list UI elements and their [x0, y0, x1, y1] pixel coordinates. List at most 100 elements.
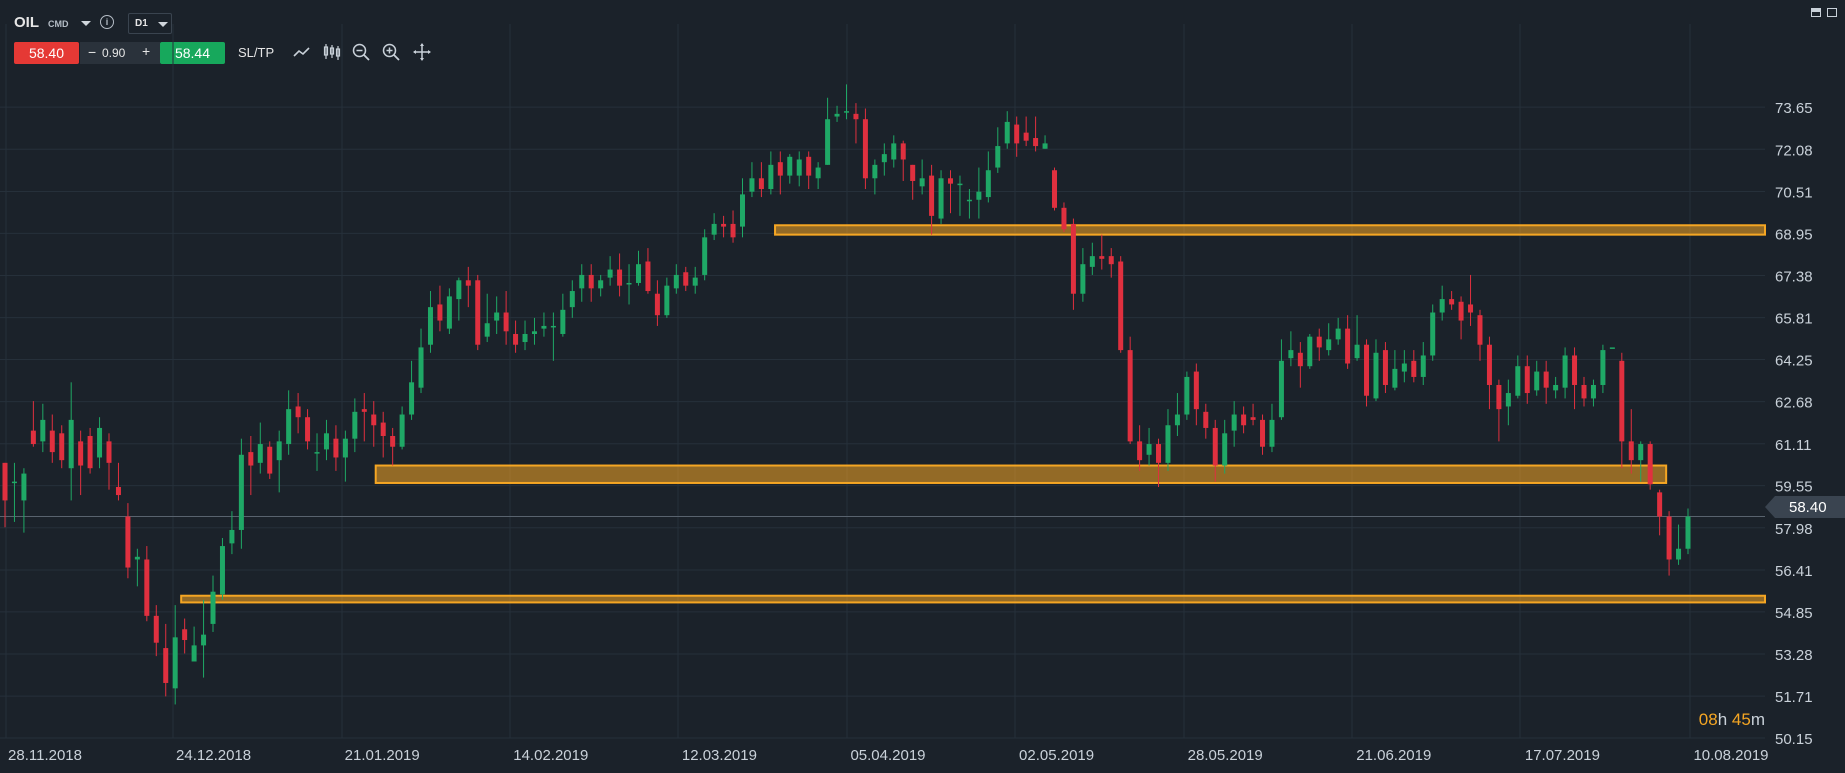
price-tick-label: 61.11 — [1775, 437, 1811, 454]
candle-body — [919, 178, 925, 187]
candle — [409, 360, 415, 420]
sltp-button[interactable]: SL/TP — [238, 45, 275, 60]
candle-body — [494, 312, 500, 321]
candle-body — [418, 347, 424, 388]
current-price-label: 58.40 — [1789, 499, 1827, 516]
date-tick-label: 28.05.2019 — [1188, 747, 1263, 764]
candle — [494, 296, 500, 334]
candle — [1609, 347, 1615, 349]
candle-body — [683, 272, 689, 286]
candle-body — [68, 419, 74, 469]
candle — [134, 548, 140, 587]
candle-body — [484, 323, 490, 337]
timer-m-unit: m — [1750, 710, 1765, 729]
candle — [1685, 508, 1691, 555]
candle — [30, 401, 36, 447]
buy-button[interactable]: 58.44 — [160, 42, 225, 64]
candle-body — [1335, 328, 1341, 340]
candle-body — [1373, 352, 1379, 399]
candle-body — [286, 409, 292, 445]
instrument-symbol[interactable]: OIL — [14, 14, 39, 31]
candle-body — [1070, 223, 1076, 294]
maximize-icon[interactable] — [1827, 8, 1837, 17]
candle-body — [115, 487, 121, 496]
candle-body — [210, 591, 216, 624]
candle — [531, 317, 537, 345]
candle — [1486, 336, 1492, 410]
candle-body — [692, 277, 698, 286]
candle-body — [1543, 371, 1549, 388]
candle-body — [1619, 360, 1625, 442]
candle-body — [1118, 261, 1124, 351]
candle-body — [1146, 444, 1152, 455]
candles-icon[interactable] — [322, 42, 342, 62]
candle-body — [1600, 350, 1606, 385]
candle — [1562, 347, 1568, 399]
candle — [1080, 248, 1086, 302]
candle — [1193, 363, 1199, 426]
candle-body — [1061, 207, 1067, 230]
candle — [1146, 427, 1152, 466]
candle — [1023, 116, 1029, 147]
candle — [919, 159, 925, 195]
candle-body — [229, 529, 235, 544]
decrease-button[interactable]: − — [88, 44, 97, 60]
candle — [683, 266, 689, 292]
candle — [1676, 524, 1682, 565]
candle-body — [314, 452, 320, 454]
line-chart-icon[interactable] — [292, 42, 312, 62]
candle — [2, 462, 8, 528]
candle — [97, 417, 103, 469]
price-zone — [374, 464, 1668, 484]
date-tick-label: 28.11.2018 — [8, 747, 82, 764]
candle — [78, 430, 84, 496]
candle — [995, 127, 1001, 173]
candles — [2, 84, 1691, 705]
zoom-in-icon[interactable] — [381, 42, 401, 62]
candle — [1070, 218, 1076, 310]
candle-body — [1241, 414, 1247, 426]
candle — [834, 105, 840, 122]
crosshair-icon[interactable] — [412, 42, 432, 62]
candle — [1269, 403, 1275, 453]
candle-body — [1439, 299, 1445, 313]
candle — [588, 264, 594, 302]
candle-body — [1089, 256, 1095, 267]
candle — [1212, 419, 1218, 482]
candle-body — [144, 559, 150, 616]
zoom-out-icon[interactable] — [351, 42, 371, 62]
candle — [1364, 339, 1370, 407]
info-icon[interactable]: i — [100, 15, 114, 29]
candle-body — [11, 481, 17, 484]
candle-body — [1222, 433, 1228, 466]
candle — [276, 430, 282, 493]
candle — [929, 164, 935, 235]
candle — [985, 151, 991, 203]
candle — [1373, 339, 1379, 402]
increase-button[interactable]: + — [142, 43, 151, 59]
candle-body — [1515, 366, 1521, 396]
price-tick-label: 72.08 — [1775, 142, 1813, 159]
candle — [342, 430, 348, 482]
candle-body — [721, 223, 727, 227]
candle-body — [201, 634, 207, 646]
candle — [115, 462, 121, 501]
candle — [248, 435, 254, 496]
timeframe-select[interactable]: D1 — [128, 13, 172, 34]
date-tick-label: 21.06.2019 — [1356, 747, 1431, 764]
candle-body — [1269, 419, 1275, 447]
sell-button[interactable]: 58.40 — [14, 42, 79, 64]
candle-body — [513, 333, 519, 345]
instrument-dropdown-icon[interactable] — [81, 21, 91, 26]
candle-body — [1099, 256, 1105, 259]
candle-body — [257, 444, 263, 463]
candle — [1316, 328, 1322, 361]
price-tick-label: 59.55 — [1775, 479, 1813, 496]
candle-body — [1411, 360, 1417, 377]
minimize-icon[interactable] — [1811, 8, 1821, 17]
candle — [645, 248, 651, 294]
candle-body — [1004, 121, 1010, 144]
candle-body — [825, 119, 831, 165]
candle-body — [1496, 384, 1502, 410]
